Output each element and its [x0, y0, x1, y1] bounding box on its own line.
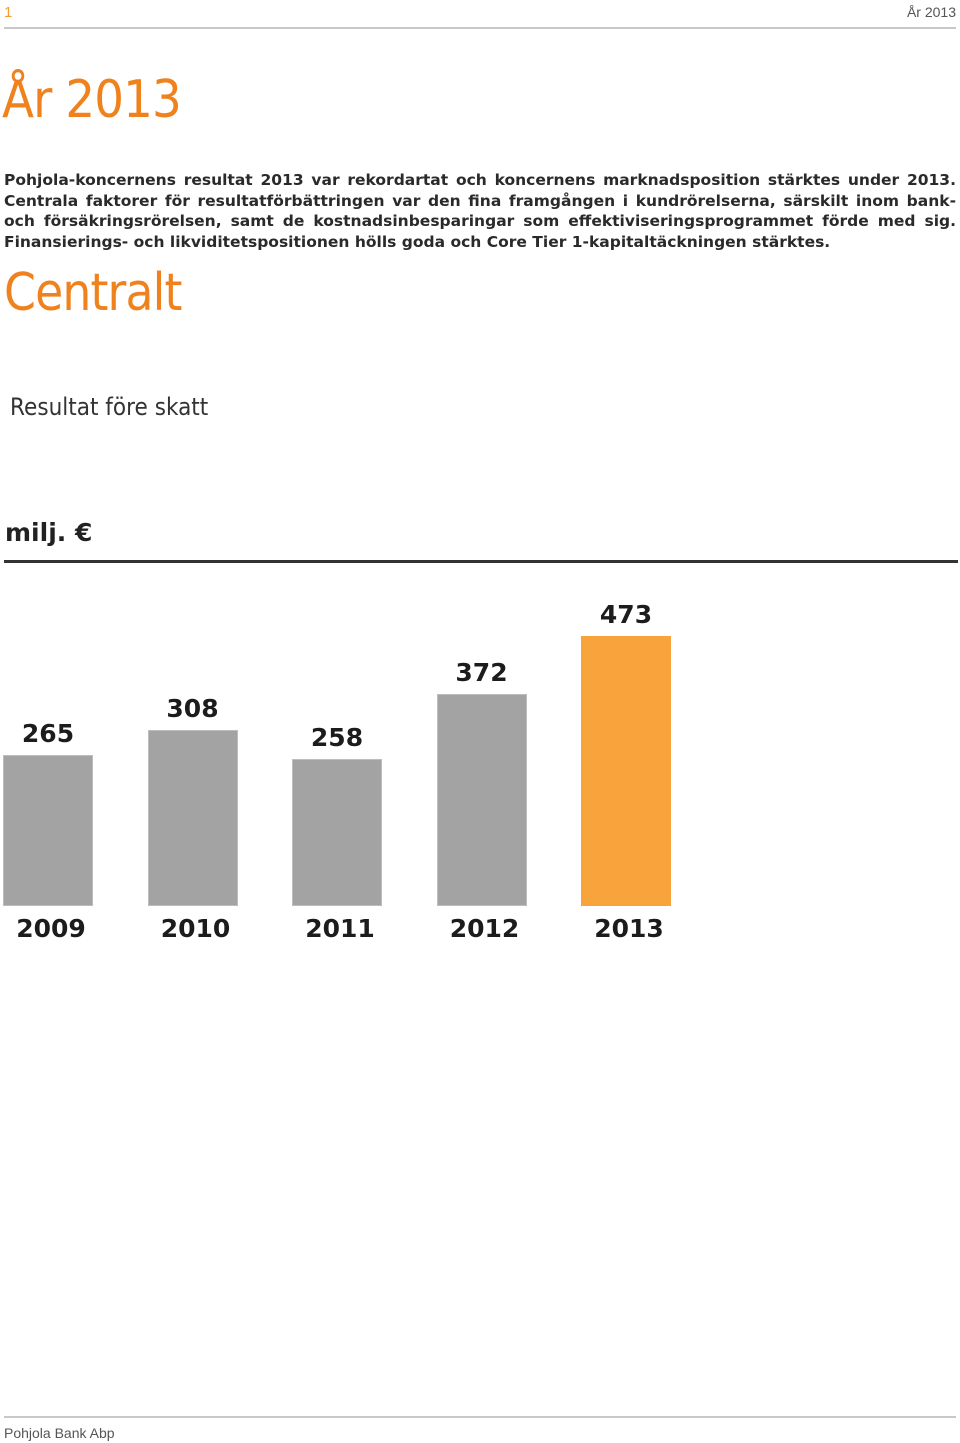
- x-tick-label-2011: 2011: [305, 914, 375, 943]
- x-tick-label-2012: 2012: [449, 914, 520, 943]
- chart-divider: [4, 560, 958, 563]
- bar-2010: [147, 730, 238, 906]
- footer-divider: [4, 1416, 956, 1418]
- chart-unit-label: milj. €: [5, 518, 93, 547]
- bar-2013: [581, 636, 671, 906]
- bar-value-label-2012: 372: [455, 657, 508, 687]
- bar-value-label-2011: 258: [310, 722, 364, 752]
- bar-2009: [3, 754, 93, 906]
- header-divider: [4, 27, 956, 29]
- page-title: År 2013: [2, 70, 182, 130]
- chart-title: Resultat före skatt: [10, 393, 209, 421]
- x-tick-label-2009: 2009: [16, 914, 86, 943]
- x-tick-label-2010: 2010: [160, 914, 231, 943]
- bar-value-label-2009: 265: [21, 718, 75, 748]
- header-document-title: År 2013: [906, 4, 956, 20]
- x-tick-label-2013: 2013: [594, 914, 664, 943]
- section-title: Centralt: [4, 263, 182, 323]
- bar-2011: [292, 758, 382, 906]
- page-number: 1: [4, 4, 13, 21]
- intro-paragraph: Pohjola-koncernens resultat 2013 var rek…: [4, 171, 956, 251]
- bar-value-label-2013: 473: [599, 600, 653, 629]
- footer-company: Pohjola Bank Abp: [4, 1425, 115, 1441]
- bar-2012: [436, 693, 527, 906]
- bar-chart: 265 2009 308 2010 258 2011 372 2012 473 2013: [0, 570, 960, 970]
- bar-value-label-2010: 308: [166, 694, 219, 724]
